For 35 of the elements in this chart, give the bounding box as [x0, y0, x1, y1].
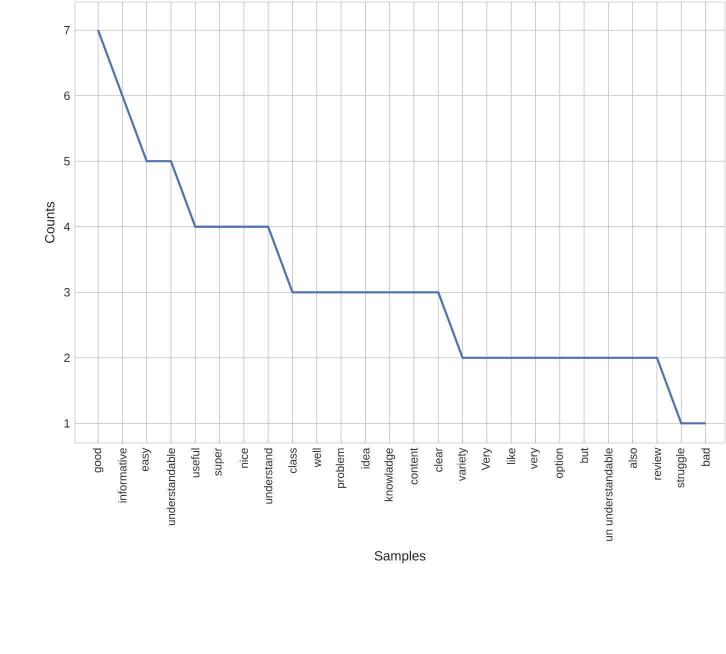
y-axis-title: Counts [45, 202, 54, 243]
x-tick-label: Very [482, 448, 492, 470]
x-tick-label: nice [240, 448, 248, 468]
y-tick-label: 2 [64, 354, 70, 362]
x-tick-label: useful [191, 448, 200, 478]
x-tick-label: variety [457, 448, 468, 482]
x-tick-label: content [410, 448, 418, 484]
y-tick-label: 5 [64, 157, 70, 166]
x-tick-label: very [531, 448, 540, 470]
y-tick-label: 4 [64, 222, 70, 231]
x-axis-title: Samples [374, 550, 426, 564]
y-tick-label: 1 [64, 419, 70, 428]
x-tick-label: super [215, 448, 224, 476]
x-tick-label: understandable [166, 448, 176, 526]
y-tick-label: 3 [64, 288, 70, 297]
x-tick-label: like [507, 448, 516, 464]
y-tick-label: 6 [64, 91, 70, 100]
x-tick-label: good [92, 448, 104, 472]
x-tick-label: class [288, 448, 297, 474]
x-tick-label: bad [701, 448, 710, 466]
x-tick-label: informative [118, 448, 127, 502]
x-tick-label: also [628, 448, 637, 468]
x-tick-label: easy [142, 448, 151, 472]
x-tick-label: but [580, 448, 588, 463]
x-tick-label: knowladge [384, 448, 395, 502]
x-tick-label: idea [361, 448, 370, 468]
x-tick-label: understand [264, 448, 272, 504]
x-tick-label: struggle [676, 448, 687, 488]
x-tick-label: review [652, 448, 662, 480]
x-tick-label: clear [434, 448, 442, 472]
x-tick-label: problem [336, 448, 346, 488]
x-tick-label: un understandable [604, 448, 613, 541]
x-tick-label: option [554, 448, 566, 478]
x-tick-label: well [312, 448, 321, 468]
y-tick-label: 7 [64, 26, 70, 34]
